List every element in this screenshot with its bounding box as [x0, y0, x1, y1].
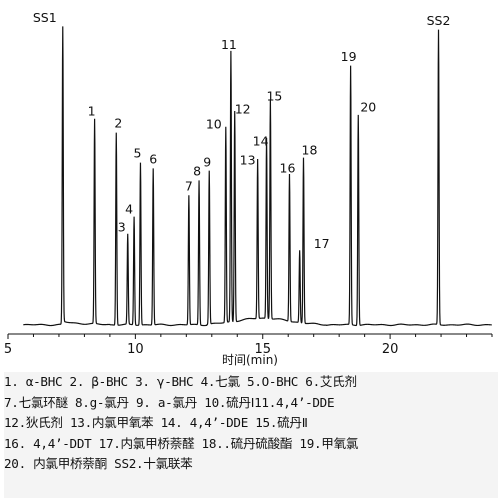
peak-label: 5: [134, 146, 142, 161]
x-tick-label: 20: [382, 342, 399, 357]
peak-label: 9: [203, 155, 211, 170]
x-axis-ticks: 5 10 15 20: [4, 334, 493, 357]
legend-line: 20. 内氯甲桥萘酮 SS2.十氯联苯: [4, 456, 193, 471]
x-tick-label: 5: [4, 342, 12, 357]
peak-label: 12: [235, 101, 251, 116]
peak-label: 19: [341, 49, 357, 64]
peak-label: 17: [314, 236, 330, 251]
legend-line: 16. 4,4’-DDT 17.内氯甲桥萘醛 18..硫丹硫酸酯 19.甲氧氯: [4, 435, 359, 451]
peak-label: SS2: [427, 13, 451, 28]
peak-label: 6: [149, 152, 157, 167]
peak-label: 16: [280, 161, 296, 176]
peak-label: 7: [185, 179, 193, 194]
peak-label: 4: [125, 202, 133, 217]
peak-label: 15: [266, 88, 282, 103]
x-tick-label: 15: [254, 342, 271, 357]
peak-legend: 1. α-BHC 2. β-BHC 3. γ-BHC 4.七氯 5.O-BHC …: [4, 372, 498, 498]
peak-label: 20: [360, 99, 376, 114]
peak-label: 1: [88, 103, 96, 118]
legend-line: 12.狄氏剂 13.内氯甲氧苯 14. 4,4’-DDE 15.硫丹Ⅱ: [4, 415, 308, 430]
x-tick-label: 10: [127, 342, 144, 357]
peak-label: 11: [221, 37, 237, 52]
chromatogram-trace: [23, 26, 492, 327]
peak-label: SS1: [33, 10, 57, 25]
peak-label: 14: [253, 133, 269, 148]
peak-label: 8: [193, 164, 201, 179]
legend-line: 1. α-BHC 2. β-BHC 3. γ-BHC 4.七氯 5.O-BHC …: [4, 374, 357, 389]
peak-label: 13: [240, 153, 256, 168]
legend-line: 7.七氯环醚 8.g-氯丹 9. a-氯丹 10.硫丹Ⅰ11.4,4’-DDE: [4, 394, 335, 410]
peak-label: 18: [302, 142, 318, 157]
peak-label: 3: [118, 220, 126, 235]
x-axis-title: 时间(min): [222, 353, 278, 367]
peak-label: 2: [114, 115, 122, 130]
peak-label: 10: [206, 116, 222, 131]
